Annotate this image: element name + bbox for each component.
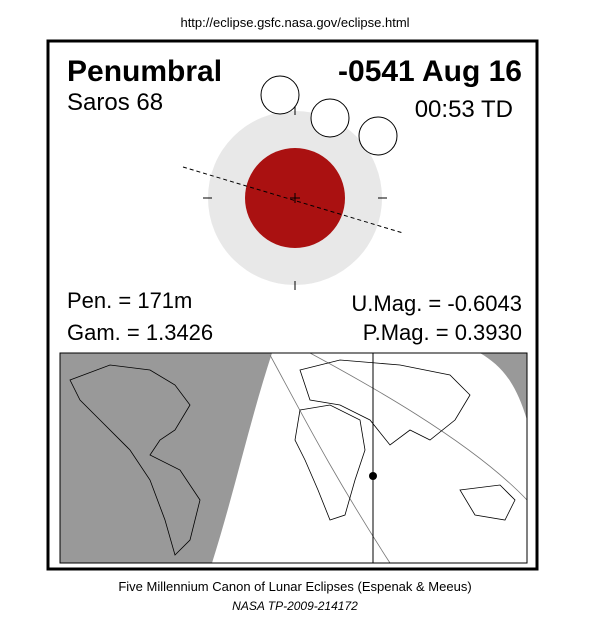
url: http://eclipse.gsfc.nasa.gov/eclipse.htm… [180,15,409,30]
africa [294,404,366,521]
penumbra-limit [309,352,528,501]
moon-path [182,166,404,234]
pen-duration: Pen. = 171m [67,288,192,313]
moon [358,116,398,156]
gamma: Gam. = 1.3426 [67,320,213,345]
umbral-magnitude: U.Mag. = -0.6043 [351,291,522,316]
australia [459,484,516,521]
penumbral-magnitude: P.Mag. = 0.3930 [363,320,522,345]
saros: Saros 68 [67,89,163,116]
frame [46,39,539,571]
moon [310,98,350,138]
americas [69,364,201,556]
sub-lunar-point [369,472,377,480]
moon [260,75,300,115]
visible-region [212,353,527,563]
time: 00:53 TD [415,96,513,123]
map-border [59,352,528,564]
eclipse-type: Penumbral [67,55,222,88]
footer-ref: NASA TP-2009-214172 [232,599,358,613]
map [59,352,528,564]
footer-title: Five Millennium Canon of Lunar Eclipses … [118,579,471,594]
eurasia [299,359,471,446]
eclipse-date: -0541 Aug 16 [338,55,522,88]
penumbra-limit [269,354,391,564]
